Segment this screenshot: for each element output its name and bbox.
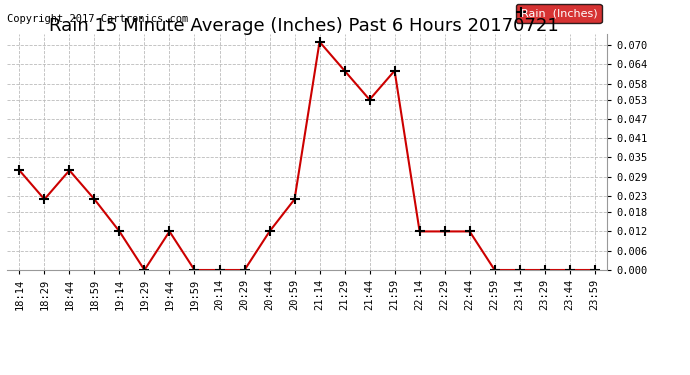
Rain  (Inches) (40, 197, 48, 201)
Rain  (Inches) (190, 268, 199, 272)
Line: Rain  (Inches): Rain (Inches) (14, 37, 600, 275)
Rain  (Inches) (290, 197, 299, 201)
Rain  (Inches) (115, 229, 124, 234)
Rain  (Inches) (15, 168, 23, 172)
Rain  (Inches) (391, 69, 399, 73)
Rain  (Inches) (340, 69, 348, 73)
Rain  (Inches) (591, 268, 599, 272)
Rain  (Inches) (66, 168, 74, 172)
Text: Rain 15 Minute Average (Inches) Past 6 Hours 20170721: Rain 15 Minute Average (Inches) Past 6 H… (49, 17, 558, 35)
Rain  (Inches) (491, 268, 499, 272)
Rain  (Inches) (540, 268, 549, 272)
Rain  (Inches) (90, 197, 99, 201)
Text: Copyright 2017 Cartronics.com: Copyright 2017 Cartronics.com (7, 14, 188, 24)
Rain  (Inches) (240, 268, 248, 272)
Rain  (Inches) (466, 229, 474, 234)
Legend: Rain  (Inches): Rain (Inches) (516, 4, 602, 23)
Rain  (Inches) (366, 98, 374, 102)
Rain  (Inches) (440, 229, 449, 234)
Rain  (Inches) (140, 268, 148, 272)
Rain  (Inches) (215, 268, 224, 272)
Rain  (Inches) (266, 229, 274, 234)
Rain  (Inches) (415, 229, 424, 234)
Rain  (Inches) (166, 229, 174, 234)
Rain  (Inches) (566, 268, 574, 272)
Rain  (Inches) (315, 39, 324, 44)
Rain  (Inches) (515, 268, 524, 272)
